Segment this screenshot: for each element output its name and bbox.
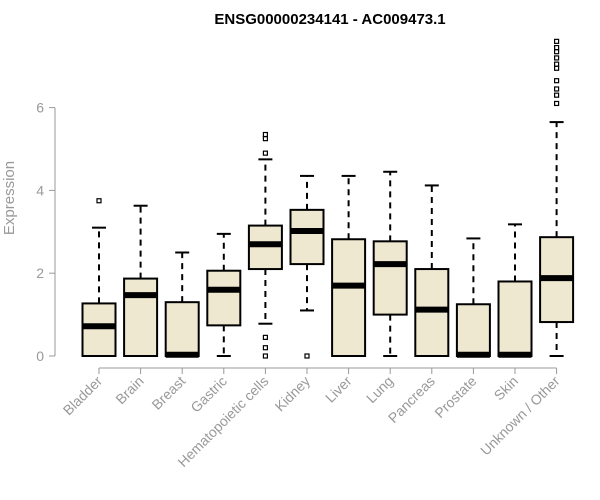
box-kidney — [289, 174, 325, 359]
chart-title: ENSG00000234141 - AC009473.1 — [214, 11, 445, 28]
outlier-point — [262, 345, 268, 351]
box-brain — [123, 204, 159, 357]
box-iqr — [331, 238, 367, 357]
outlier-point — [553, 92, 560, 98]
box-iqr — [164, 301, 200, 357]
box-iqr — [247, 224, 283, 271]
outlier-point — [553, 44, 560, 51]
box-breast — [164, 251, 200, 358]
box-lung — [372, 170, 408, 357]
outlier-point — [262, 136, 268, 142]
y-tick-label: 0 — [36, 348, 44, 364]
box-bladder — [81, 198, 117, 357]
box-pancreas — [414, 184, 450, 357]
y-axis-label: Expression — [1, 161, 18, 235]
y-ticks: 0 2 4 6 — [36, 100, 55, 364]
box-iqr — [455, 303, 491, 357]
x-tick-label: Unknown / Other — [477, 373, 563, 459]
outlier-point — [304, 353, 310, 359]
box-iqr — [289, 208, 325, 266]
outlier-point — [262, 353, 268, 359]
x-tick-label: Lung — [363, 373, 396, 406]
y-tick-label: 2 — [36, 265, 44, 281]
box-iqr — [372, 240, 408, 316]
outlier-point — [553, 100, 560, 107]
box-iqr — [497, 280, 533, 358]
box-unknown-other — [539, 38, 575, 357]
outlier-point — [553, 49, 560, 55]
outlier-point — [553, 38, 560, 44]
outlier-point — [262, 150, 268, 156]
x-tick-label: Bladder — [60, 373, 106, 419]
x-tick-label: Skin — [491, 373, 522, 404]
box-gastric — [206, 232, 242, 357]
box-liver — [331, 174, 367, 357]
outlier-point — [553, 65, 560, 71]
outlier-point — [553, 61, 560, 67]
y-tick-label: 4 — [36, 182, 44, 198]
outlier-point — [553, 86, 560, 92]
box-iqr — [206, 269, 242, 327]
boxes — [81, 38, 575, 359]
outlier-point — [553, 78, 560, 84]
y-tick-label: 6 — [36, 100, 44, 116]
box-prostate — [455, 237, 491, 358]
x-tick-label: Brain — [112, 373, 146, 407]
outlier-point — [262, 131, 268, 138]
outlier-point — [96, 198, 102, 204]
outlier-point — [262, 334, 268, 340]
box-skin — [497, 223, 533, 358]
box-iqr — [123, 277, 159, 357]
box-iqr — [81, 302, 117, 357]
x-tick-label: Prostate — [431, 373, 479, 421]
box-hematopoietic-cells — [247, 131, 283, 359]
x-tick-label: Breast — [148, 373, 188, 413]
outlier-point — [553, 55, 560, 61]
x-tick-label: Kidney — [272, 373, 314, 415]
x-tick-label: Liver — [322, 373, 355, 406]
